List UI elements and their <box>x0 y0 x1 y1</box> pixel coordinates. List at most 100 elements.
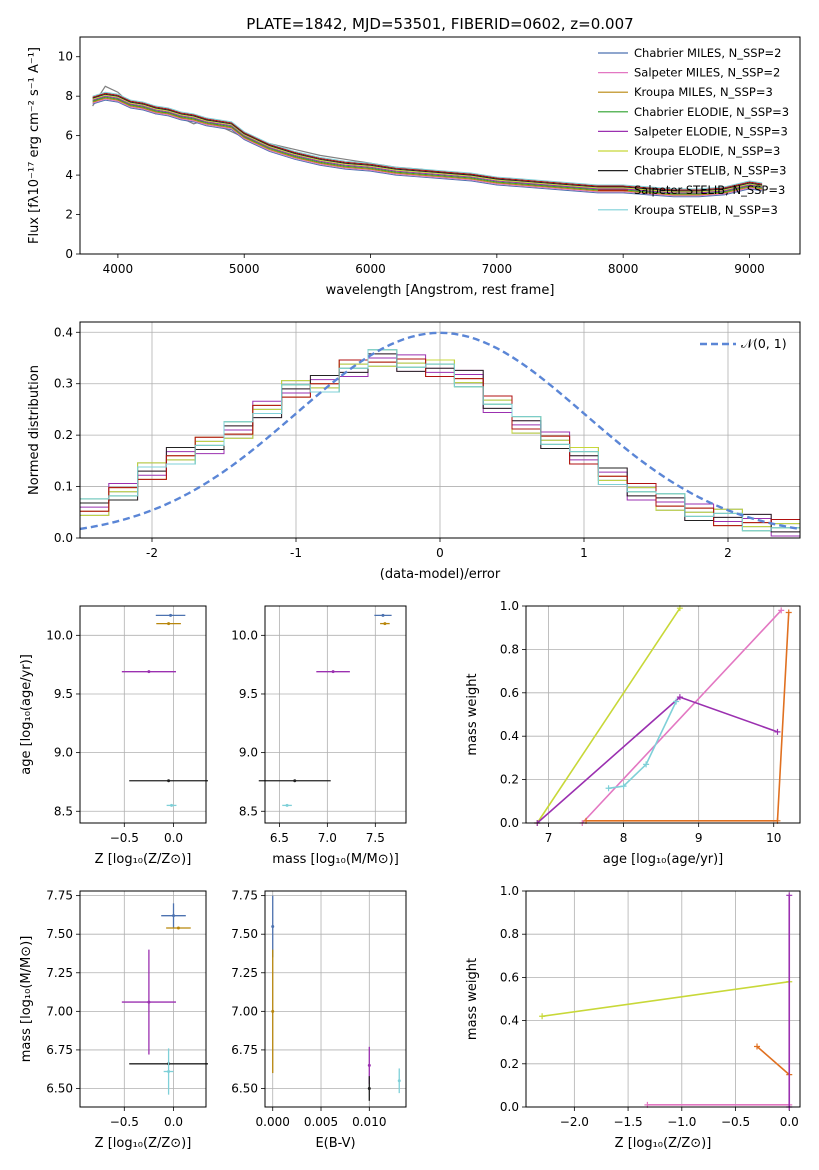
ytick-label-3-1: 9.0 <box>239 746 258 760</box>
plot-frame-5 <box>79 890 207 1108</box>
normal-curve <box>79 331 801 531</box>
legend-entry-1: Salpeter MILES, N_SSP=2 <box>634 66 780 80</box>
xtick-label-4-2: 9 <box>695 831 703 845</box>
point-6-4 <box>397 1079 401 1083</box>
weight-line-7-2 <box>756 1045 790 1076</box>
xtick-label-0-4: 8000 <box>608 262 639 276</box>
ytick-label-0-5: 10 <box>58 50 73 64</box>
xtick-label-6-1: 0.005 <box>304 1115 338 1129</box>
xtick-label-6-2: 0.010 <box>352 1115 386 1129</box>
xtick-label-2-1: 0.0 <box>164 831 183 845</box>
ytick-label-5-5: 7.75 <box>46 889 73 903</box>
ytick-label-2-3: 10.0 <box>46 628 73 642</box>
plot-frame-4 <box>525 605 801 824</box>
legend-entry-5: Kroupa ELODIE, N_SSP=3 <box>634 144 780 158</box>
y-axis-label-1: Normed distribution <box>27 365 42 495</box>
spectrum-model-line-6 <box>92 93 763 192</box>
ytick-label-6-5: 7.75 <box>231 889 258 903</box>
ytick-label-1-3: 0.3 <box>54 377 73 391</box>
point-2-4 <box>170 803 174 807</box>
x-axis-label-7: Z [log₁₀(Z/Z⊙)] <box>615 1136 712 1151</box>
y-axis-label-5: mass [log₁₀(M/M⊙)] <box>19 936 34 1063</box>
ytick-label-4-0: 0.0 <box>500 816 519 830</box>
weight-marker-4-3-1 <box>676 694 683 701</box>
panel-2 <box>76 605 208 827</box>
plot-frame-3 <box>264 605 407 824</box>
histogram-step-4 <box>80 354 800 537</box>
xtick-label-0-0: 4000 <box>103 262 134 276</box>
point-3-4 <box>285 803 289 807</box>
point-5-1 <box>176 926 180 930</box>
ytick-label-5-1: 6.75 <box>46 1043 73 1057</box>
spectrum-model-line-2 <box>92 97 763 196</box>
point-6-3 <box>367 1086 371 1090</box>
plot-frame-0 <box>79 36 801 255</box>
xtick-label-1-3: 1 <box>580 546 588 560</box>
spectrum-model-line-0 <box>92 99 763 198</box>
panel-6 <box>261 890 407 1111</box>
weight-line-4-2 <box>586 612 790 822</box>
point-3-2 <box>331 670 335 674</box>
spectrum-model-line-5 <box>92 94 763 193</box>
plot-frame-7 <box>525 890 801 1108</box>
y-axis-label-4: mass weight <box>465 673 480 755</box>
ytick-label-0-3: 6 <box>65 129 73 143</box>
point-3-3 <box>293 779 297 783</box>
ytick-label-6-0: 6.50 <box>231 1081 258 1095</box>
ytick-label-0-4: 8 <box>65 89 73 103</box>
plot-frame-6 <box>264 890 407 1108</box>
weight-marker-7-0-0 <box>539 1013 546 1020</box>
weight-marker-7-3-1 <box>786 892 793 899</box>
histogram-step-6 <box>80 353 800 533</box>
ytick-label-1-4: 0.4 <box>54 325 73 339</box>
spectrum-model-line-1 <box>92 98 763 197</box>
ytick-label-3-0: 8.5 <box>239 804 258 818</box>
panel-0 <box>76 36 801 258</box>
xtick-label-7-1: −1.5 <box>614 1115 643 1129</box>
ytick-label-2-0: 8.5 <box>54 804 73 818</box>
histogram-step-8 <box>80 349 800 532</box>
xtick-label-4-3: 10 <box>766 831 781 845</box>
weight-line-4-1 <box>581 609 782 824</box>
ytick-label-7-5: 1.0 <box>500 884 519 898</box>
ytick-label-0-1: 2 <box>65 208 73 222</box>
ytick-label-5-3: 7.25 <box>46 966 73 980</box>
panel-4 <box>522 605 801 827</box>
xtick-label-3-2: 7.5 <box>366 831 385 845</box>
y-axis-label-7: mass weight <box>465 958 480 1040</box>
weight-line-7-0 <box>542 980 790 1018</box>
ytick-label-0-2: 4 <box>65 168 73 182</box>
spectrum-model-line-4 <box>92 95 763 194</box>
ytick-label-4-2: 0.4 <box>500 729 519 743</box>
xtick-label-7-2: −1.0 <box>667 1115 696 1129</box>
panel-7 <box>522 890 801 1111</box>
point-6-1 <box>271 1009 275 1013</box>
ytick-label-1-0: 0.0 <box>54 531 73 545</box>
x-axis-label-3: mass [log₁₀(M/M⊙)] <box>272 852 399 867</box>
x-axis-label-1: (data-model)/error <box>380 567 501 582</box>
ytick-label-7-0: 0.0 <box>500 1100 519 1114</box>
point-3-1 <box>383 622 387 626</box>
weight-line-4-0 <box>536 607 681 824</box>
ytick-label-7-4: 0.8 <box>500 927 519 941</box>
histogram-step-7 <box>80 358 800 527</box>
weight-marker-4-3-2 <box>774 728 781 735</box>
xtick-label-2-0: −0.5 <box>110 831 139 845</box>
ytick-label-6-1: 6.75 <box>231 1043 258 1057</box>
weight-marker-4-4-3 <box>673 698 680 705</box>
weight-marker-7-2-0 <box>754 1043 761 1050</box>
xtick-label-5-0: −0.5 <box>110 1115 139 1129</box>
histogram-step-5 <box>80 359 800 528</box>
legend-entry-6: Chabrier STELIB, N_SSP=3 <box>634 164 786 178</box>
spectrum-model-line-7 <box>92 92 763 191</box>
x-axis-label-0: wavelength [Angstrom, rest frame] <box>326 283 555 298</box>
ytick-label-7-1: 0.2 <box>500 1057 519 1071</box>
ytick-label-4-4: 0.8 <box>500 642 519 656</box>
ytick-label-0-0: 0 <box>65 247 73 261</box>
xtick-label-0-1: 5000 <box>229 262 260 276</box>
y-axis-label-2: age [log₁₀(age/yr)] <box>19 654 34 775</box>
ytick-label-5-4: 7.50 <box>46 927 73 941</box>
ytick-label-3-3: 10.0 <box>231 628 258 642</box>
point-2-3 <box>167 779 171 783</box>
